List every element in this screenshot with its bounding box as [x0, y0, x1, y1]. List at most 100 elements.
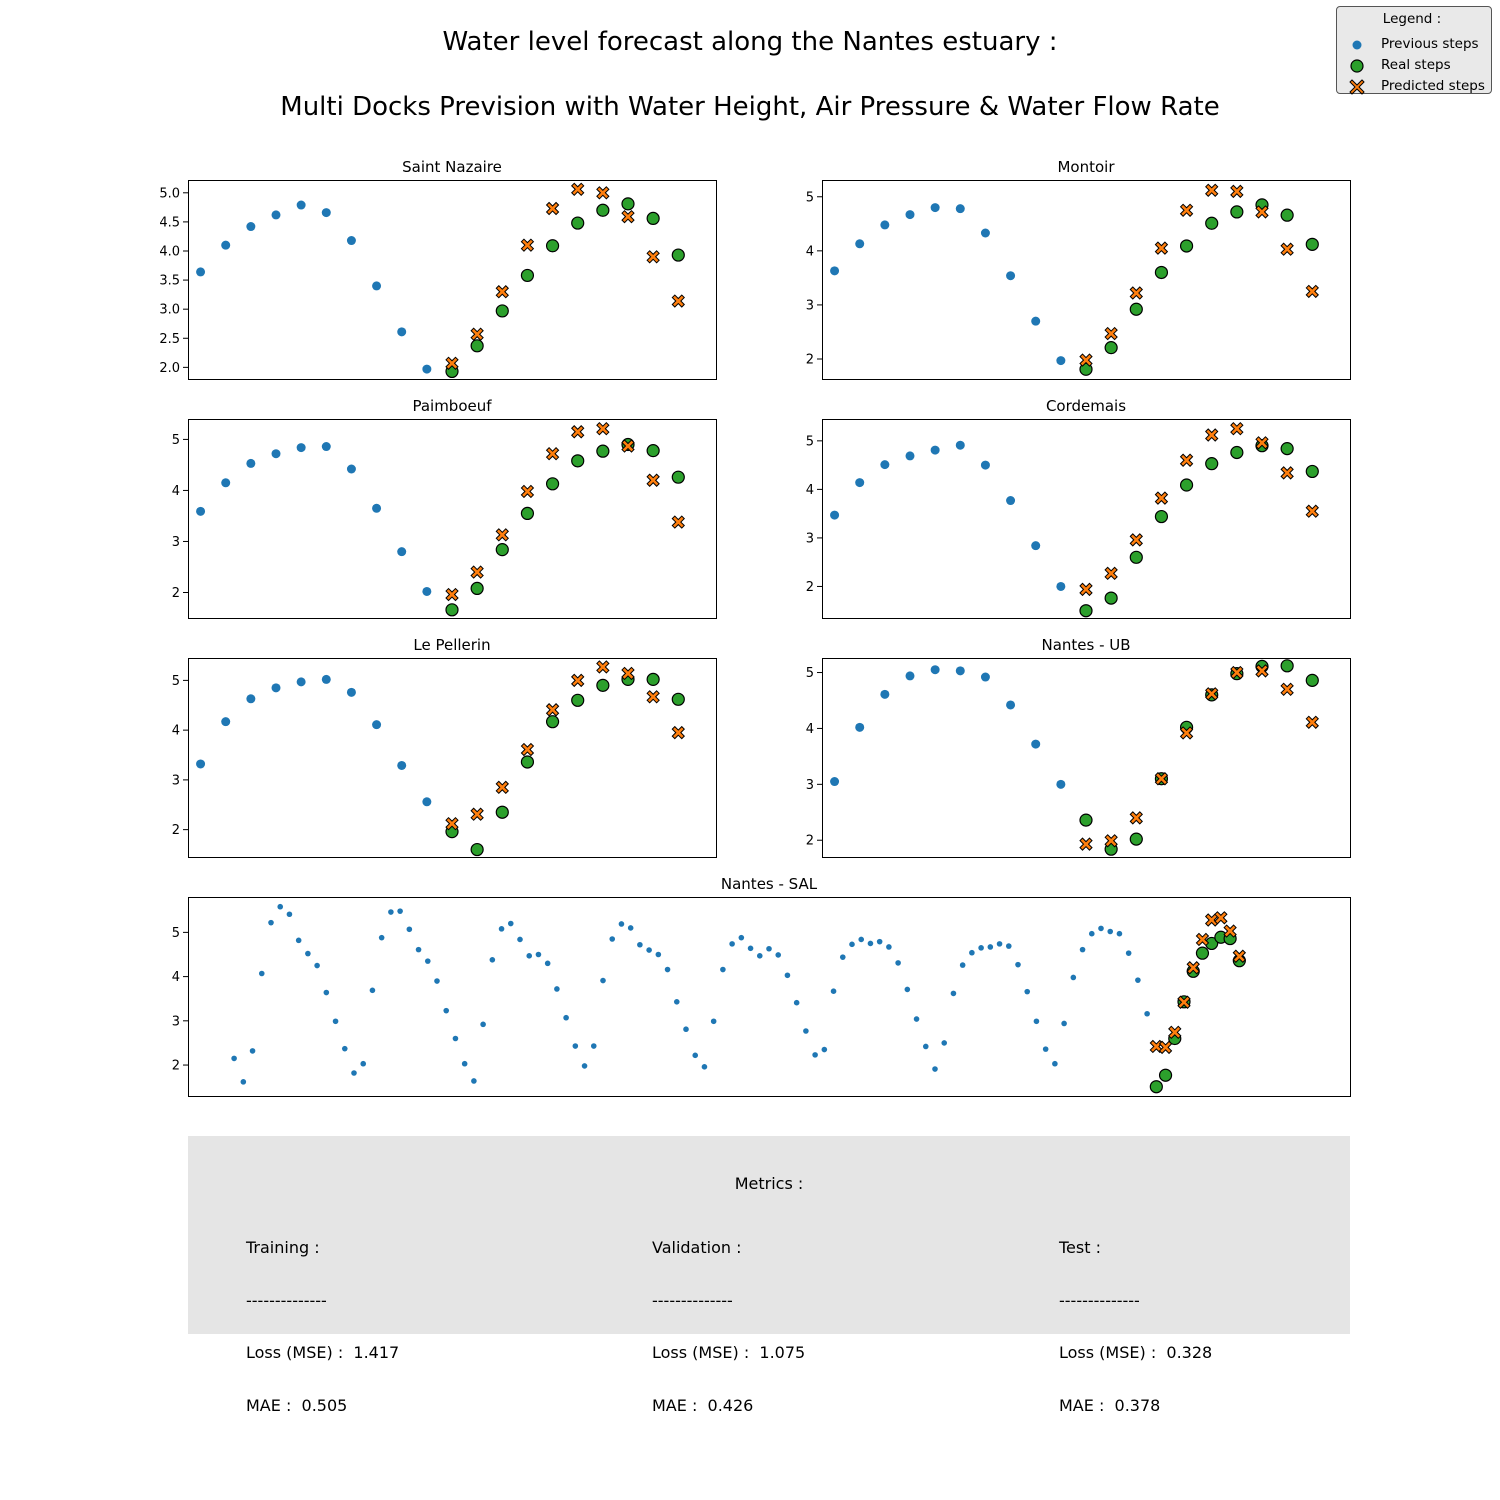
- previous-point: [646, 947, 652, 953]
- previous-point: [372, 281, 382, 291]
- subplot-title: Montoir: [1057, 158, 1115, 176]
- previous-point: [673, 999, 680, 1005]
- subplot-title: Nantes - UB: [1041, 636, 1130, 654]
- metrics-training-loss: Loss (MSE) : 1.417: [246, 1344, 399, 1362]
- previous-point: [323, 989, 330, 996]
- previous-point: [1056, 356, 1066, 366]
- previous-point: [930, 665, 940, 675]
- previous-point: [406, 926, 413, 933]
- plot-frame: [822, 419, 1351, 619]
- real-point: [1205, 457, 1219, 471]
- real-point: [646, 672, 660, 686]
- metrics-validation-loss-label: Loss (MSE) :: [652, 1343, 750, 1362]
- previous-point: [1079, 946, 1086, 953]
- predicted-point: [621, 439, 635, 453]
- previous-point: [1015, 961, 1021, 968]
- previous-point: [268, 919, 274, 926]
- predicted-point: [470, 807, 484, 821]
- y-tick-label: 2: [806, 834, 814, 849]
- real-point: [1079, 813, 1093, 827]
- previous-point: [1052, 1060, 1058, 1067]
- predicted-point: [1154, 241, 1169, 255]
- previous-point: [378, 934, 385, 941]
- previous-point: [422, 586, 432, 596]
- y-tick-label: 4: [806, 722, 814, 737]
- subplot-4: Cordemais 2 3 4 5: [806, 397, 1351, 619]
- previous-point: [627, 925, 634, 931]
- real-point: [545, 715, 560, 729]
- previous-point: [424, 958, 431, 964]
- predicted-point: [1230, 665, 1244, 680]
- y-tick-label: 4: [172, 724, 180, 739]
- y-tick-label: 4: [806, 483, 814, 498]
- previous-point: [397, 760, 407, 770]
- real-point: [520, 755, 535, 769]
- previous-point: [415, 946, 422, 953]
- real-point: [571, 693, 585, 707]
- title-line-2: Multi Docks Prevision with Water Height,…: [280, 92, 1220, 122]
- previous-point: [1033, 1018, 1040, 1025]
- previous-point: [880, 460, 890, 470]
- predicted-point: [671, 515, 685, 529]
- previous-point: [710, 1018, 717, 1025]
- real-point: [470, 842, 484, 857]
- previous-point: [905, 451, 915, 461]
- y-tick-label: 2: [806, 352, 814, 367]
- previous-point: [880, 689, 890, 699]
- previous-point: [1024, 988, 1031, 995]
- previous-point: [729, 941, 735, 947]
- predicted-point: [1280, 466, 1294, 480]
- predicted-point: [1205, 428, 1219, 442]
- previous-point: [1006, 700, 1016, 710]
- real-point: [1179, 478, 1194, 492]
- previous-point: [830, 988, 837, 994]
- predicted-point: [1305, 715, 1319, 729]
- predicted-point: [1179, 726, 1194, 740]
- predicted-point: [1255, 205, 1269, 219]
- real-point: [1104, 341, 1118, 355]
- predicted-point: [1104, 326, 1118, 341]
- real-point: [671, 248, 685, 262]
- previous-point: [346, 687, 356, 697]
- y-tick-label: 5: [172, 433, 180, 448]
- previous-point: [346, 236, 356, 246]
- previous-point: [980, 228, 990, 238]
- previous-point: [498, 926, 505, 932]
- real-point: [1154, 509, 1169, 524]
- previous-point: [1056, 581, 1066, 591]
- real-point: [545, 239, 560, 253]
- previous-point: [369, 987, 376, 994]
- previous-point: [930, 445, 940, 455]
- metrics-validation: Validation : -------------- Loss (MSE) :…: [652, 1204, 805, 1449]
- previous-point: [904, 986, 911, 993]
- previous-point: [1125, 950, 1132, 956]
- real-point: [1280, 208, 1294, 222]
- real-point: [1205, 216, 1219, 230]
- previous-point: [314, 962, 320, 969]
- real-point: [1149, 1080, 1163, 1094]
- predicted-point: [1154, 772, 1169, 786]
- metrics-training-mae: MAE : 0.505: [246, 1396, 399, 1415]
- predicted-point: [1205, 183, 1219, 197]
- predicted-point: [1280, 242, 1294, 256]
- previous-point: [321, 208, 331, 218]
- metrics-test-loss-value: 0.328: [1166, 1343, 1213, 1362]
- predicted-point: [1255, 436, 1269, 450]
- previous-point: [858, 936, 865, 943]
- predicted-point: [1104, 566, 1118, 581]
- real-point: [571, 216, 585, 230]
- previous-point: [443, 1007, 450, 1014]
- previous-point: [855, 478, 865, 488]
- real-point: [520, 506, 535, 520]
- main-title: Water level forecast along the Nantes es…: [0, 22, 1500, 152]
- real-point: [1230, 445, 1244, 460]
- plot-frame: [188, 419, 717, 619]
- predicted-point: [1177, 995, 1191, 1009]
- previous-point: [876, 938, 883, 945]
- subplot-2: Montoir 2 3 4 5: [806, 158, 1351, 380]
- previous-point: [821, 1046, 828, 1053]
- predicted-point: [1079, 353, 1093, 367]
- predicted-point: [621, 209, 635, 224]
- previous-point: [221, 717, 231, 727]
- previous-point: [196, 759, 206, 769]
